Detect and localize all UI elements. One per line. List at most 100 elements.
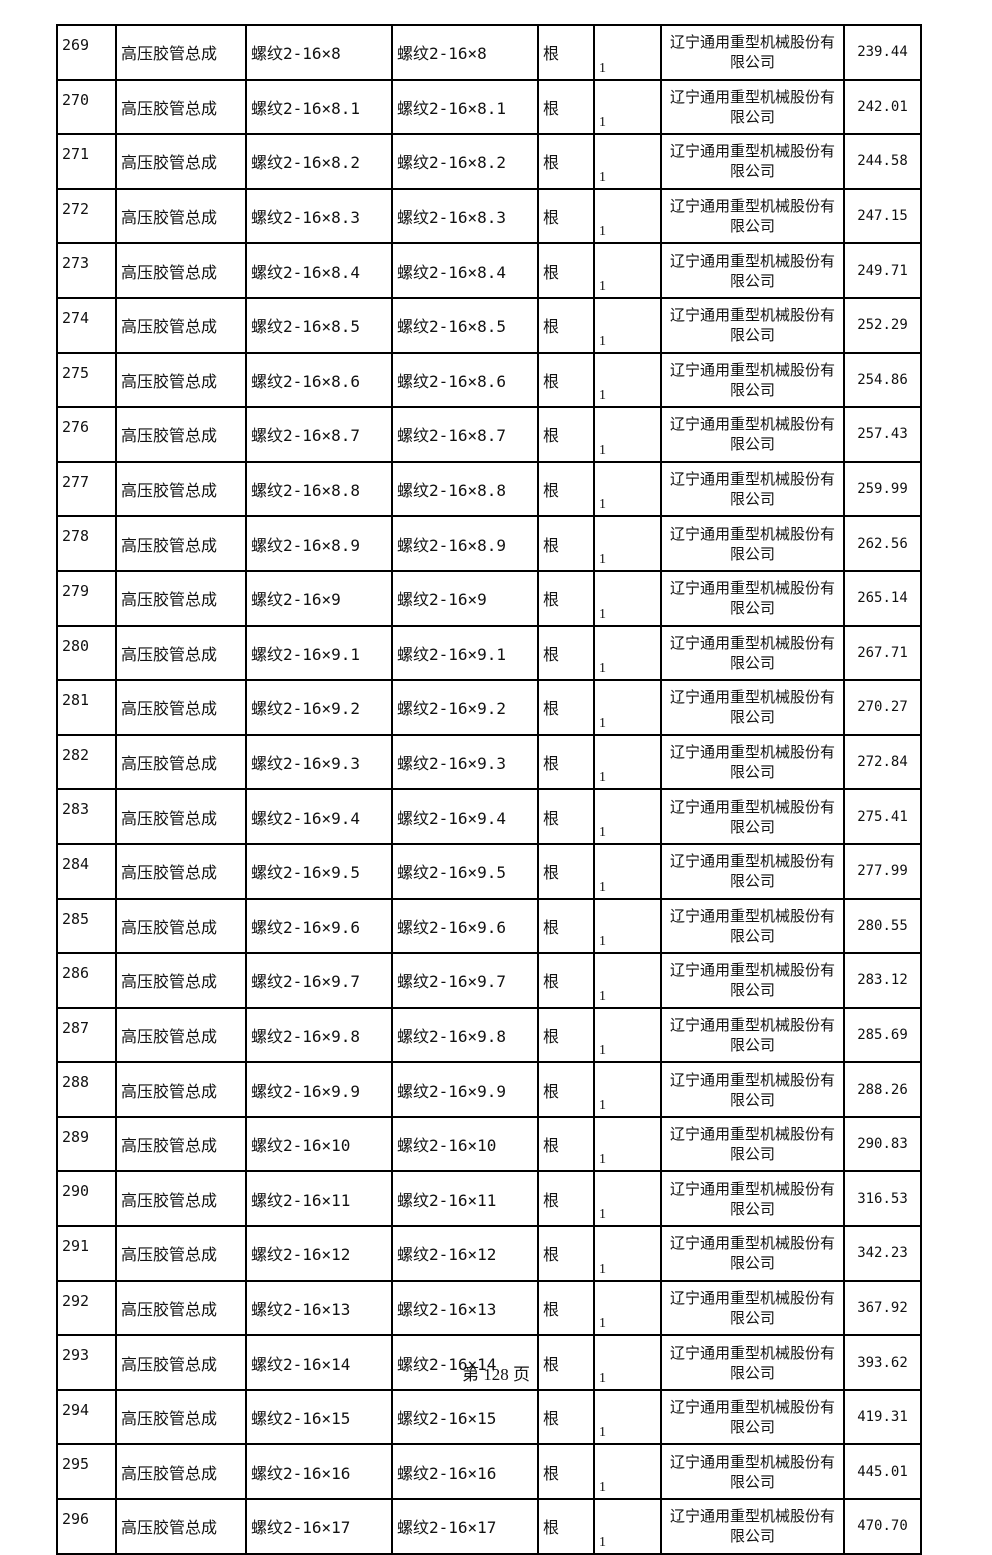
manufacturer-cell: 辽宁通用重型机械股份有限公司 bbox=[660, 1225, 845, 1282]
model-cell: 螺纹2-16×9.4 bbox=[391, 788, 539, 845]
price-cell: 419.31 bbox=[843, 1388, 922, 1446]
price-cell: 288.26 bbox=[843, 1061, 922, 1118]
price-cell: 244.58 bbox=[843, 133, 922, 190]
price-cell: 254.86 bbox=[843, 351, 922, 409]
spec-cell: 螺纹2-16×8.8 bbox=[245, 460, 393, 518]
table-row: 275 高压胶管总成 螺纹2-16×8.6 螺纹2-16×8.6 根 1 辽宁通用重型机械股… bbox=[56, 351, 922, 409]
quantity-cell: 1 bbox=[593, 296, 662, 354]
unit-cell: 根 bbox=[537, 1334, 595, 1391]
item-number-cell: 277 bbox=[56, 460, 117, 518]
unit-cell: 根 bbox=[537, 242, 595, 299]
item-number-cell: 274 bbox=[56, 296, 117, 354]
price-cell: 272.84 bbox=[843, 733, 922, 791]
manufacturer-cell: 辽宁通用重型机械股份有限公司 bbox=[660, 460, 845, 518]
unit-cell: 根 bbox=[537, 406, 595, 463]
unit-cell: 根 bbox=[537, 1061, 595, 1118]
unit-cell: 根 bbox=[537, 351, 595, 409]
model-cell: 螺纹2-16×8.1 bbox=[391, 78, 539, 136]
spec-cell: 螺纹2-16×9.9 bbox=[245, 1061, 393, 1118]
unit-cell: 根 bbox=[537, 1388, 595, 1446]
spec-cell: 螺纹2-16×8.1 bbox=[245, 78, 393, 136]
item-number-cell: 289 bbox=[56, 1115, 117, 1173]
spec-cell: 螺纹2-16×8.7 bbox=[245, 406, 393, 463]
item-name-cell: 高压胶管总成 bbox=[115, 24, 247, 81]
item-name-cell: 高压胶管总成 bbox=[115, 187, 247, 245]
quantity-cell: 1 bbox=[593, 351, 662, 409]
quantity-cell: 1 bbox=[593, 624, 662, 682]
price-cell: 267.71 bbox=[843, 624, 922, 682]
spec-cell: 螺纹2-16×8.5 bbox=[245, 296, 393, 354]
unit-cell: 根 bbox=[537, 1115, 595, 1173]
quantity-cell: 1 bbox=[593, 679, 662, 736]
manufacturer-cell: 辽宁通用重型机械股份有限公司 bbox=[660, 1061, 845, 1118]
unit-cell: 根 bbox=[537, 788, 595, 845]
spec-cell: 螺纹2-16×8.4 bbox=[245, 242, 393, 299]
price-cell: 259.99 bbox=[843, 460, 922, 518]
item-number-cell: 279 bbox=[56, 569, 117, 627]
item-name-cell: 高压胶管总成 bbox=[115, 515, 247, 572]
manufacturer-cell: 辽宁通用重型机械股份有限公司 bbox=[660, 78, 845, 136]
spec-cell: 螺纹2-16×8.9 bbox=[245, 515, 393, 572]
price-cell: 242.01 bbox=[843, 78, 922, 136]
model-cell: 螺纹2-16×8.8 bbox=[391, 460, 539, 518]
table-row: 287 高压胶管总成 螺纹2-16×9.8 螺纹2-16×9.8 根 1 辽宁通用重型机械股… bbox=[56, 1006, 922, 1064]
table-row: 295 高压胶管总成 螺纹2-16×16 螺纹2-16×16 根 1 辽宁通用重型机械股份有… bbox=[56, 1443, 922, 1501]
spec-cell: 螺纹2-16×16 bbox=[245, 1443, 393, 1501]
price-cell: 283.12 bbox=[843, 952, 922, 1009]
spec-cell: 螺纹2-16×9.2 bbox=[245, 679, 393, 736]
price-cell: 393.62 bbox=[843, 1334, 922, 1391]
unit-cell: 根 bbox=[537, 78, 595, 136]
price-cell: 280.55 bbox=[843, 897, 922, 955]
table-row: 283 高压胶管总成 螺纹2-16×9.4 螺纹2-16×9.4 根 1 辽宁通用重型机械股… bbox=[56, 788, 922, 845]
spec-cell: 螺纹2-16×9.1 bbox=[245, 624, 393, 682]
quantity-cell: 1 bbox=[593, 133, 662, 190]
manufacturer-cell: 辽宁通用重型机械股份有限公司 bbox=[660, 133, 845, 190]
model-cell: 螺纹2-16×8.2 bbox=[391, 133, 539, 190]
quantity-cell: 1 bbox=[593, 569, 662, 627]
manufacturer-cell: 辽宁通用重型机械股份有限公司 bbox=[660, 679, 845, 736]
item-number-cell: 293 bbox=[56, 1334, 117, 1391]
price-cell: 247.15 bbox=[843, 187, 922, 245]
price-cell: 342.23 bbox=[843, 1225, 922, 1282]
model-cell: 螺纹2-16×8.7 bbox=[391, 406, 539, 463]
price-cell: 275.41 bbox=[843, 788, 922, 845]
item-number-cell: 270 bbox=[56, 78, 117, 136]
spec-cell: 螺纹2-16×12 bbox=[245, 1225, 393, 1282]
spec-cell: 螺纹2-16×8.2 bbox=[245, 133, 393, 190]
spec-cell: 螺纹2-16×9.6 bbox=[245, 897, 393, 955]
item-number-cell: 271 bbox=[56, 133, 117, 190]
table-row: 288 高压胶管总成 螺纹2-16×9.9 螺纹2-16×9.9 根 1 辽宁通用重型机械股… bbox=[56, 1061, 922, 1118]
model-cell: 螺纹2-16×9.8 bbox=[391, 1006, 539, 1064]
item-number-cell: 283 bbox=[56, 788, 117, 845]
manufacturer-cell: 辽宁通用重型机械股份有限公司 bbox=[660, 406, 845, 463]
table-row: 289 高压胶管总成 螺纹2-16×10 螺纹2-16×10 根 1 辽宁通用重型机械股份有… bbox=[56, 1115, 922, 1173]
spec-cell: 螺纹2-16×8.6 bbox=[245, 351, 393, 409]
unit-cell: 根 bbox=[537, 679, 595, 736]
quantity-cell: 1 bbox=[593, 788, 662, 845]
manufacturer-cell: 辽宁通用重型机械股份有限公司 bbox=[660, 733, 845, 791]
quantity-cell: 1 bbox=[593, 1170, 662, 1228]
quantity-cell: 1 bbox=[593, 1006, 662, 1064]
model-cell: 螺纹2-16×8.5 bbox=[391, 296, 539, 354]
price-cell: 239.44 bbox=[843, 24, 922, 81]
spec-cell: 螺纹2-16×11 bbox=[245, 1170, 393, 1228]
quantity-cell: 1 bbox=[593, 897, 662, 955]
spec-cell: 螺纹2-16×9.3 bbox=[245, 733, 393, 791]
item-number-cell: 281 bbox=[56, 679, 117, 736]
item-number-cell: 278 bbox=[56, 515, 117, 572]
model-cell: 螺纹2-16×16 bbox=[391, 1443, 539, 1501]
item-number-cell: 292 bbox=[56, 1279, 117, 1337]
item-number-cell: 287 bbox=[56, 1006, 117, 1064]
quantity-cell: 1 bbox=[593, 78, 662, 136]
item-name-cell: 高压胶管总成 bbox=[115, 406, 247, 463]
item-name-cell: 高压胶管总成 bbox=[115, 1006, 247, 1064]
spec-cell: 螺纹2-16×9.4 bbox=[245, 788, 393, 845]
spec-cell: 螺纹2-16×8.3 bbox=[245, 187, 393, 245]
spec-cell: 螺纹2-16×9.8 bbox=[245, 1006, 393, 1064]
item-name-cell: 高压胶管总成 bbox=[115, 1170, 247, 1228]
table-row: 293 高压胶管总成 螺纹2-16×14 螺纹2-16×14 根 1 辽宁通用重型机械股份有… bbox=[56, 1334, 922, 1391]
manufacturer-cell: 辽宁通用重型机械股份有限公司 bbox=[660, 242, 845, 299]
quantity-cell: 1 bbox=[593, 1279, 662, 1337]
model-cell: 螺纹2-16×9.9 bbox=[391, 1061, 539, 1118]
manufacturer-cell: 辽宁通用重型机械股份有限公司 bbox=[660, 569, 845, 627]
